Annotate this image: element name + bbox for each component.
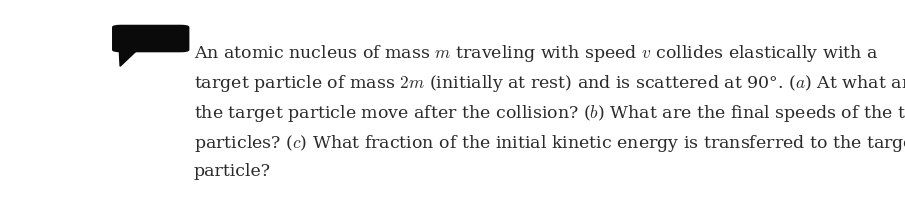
Polygon shape — [119, 52, 137, 67]
FancyBboxPatch shape — [113, 26, 189, 52]
Text: target particle of mass $2m$ (initially at rest) and is scattered at 90°. ($a$) : target particle of mass $2m$ (initially … — [194, 73, 905, 93]
Text: particle?: particle? — [194, 163, 271, 180]
Text: An atomic nucleus of mass $m$ traveling with speed $v$ collides elastically with: An atomic nucleus of mass $m$ traveling … — [194, 42, 878, 63]
Text: the target particle move after the collision? ($b$) What are the final speeds of: the target particle move after the colli… — [194, 103, 905, 123]
Text: particles? ($c$) What fraction of the initial kinetic energy is transferred to t: particles? ($c$) What fraction of the in… — [194, 133, 905, 153]
